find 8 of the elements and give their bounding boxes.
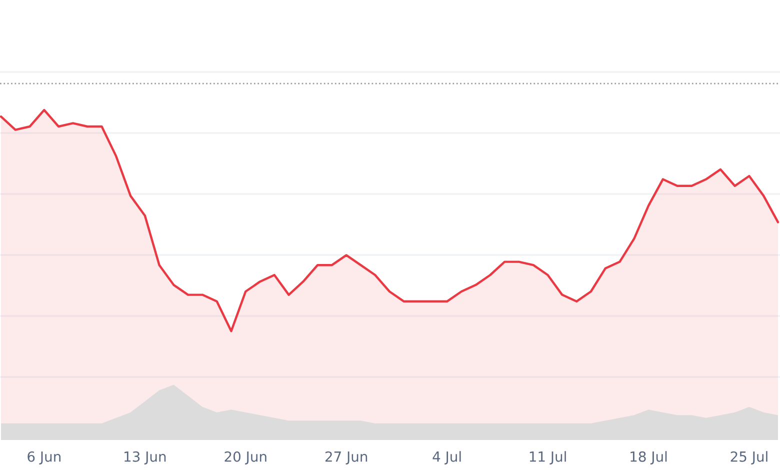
x-tick-label: 18 Jul xyxy=(630,451,667,464)
x-tick-label: 13 Jun xyxy=(124,451,166,464)
x-tick-label: 25 Jul xyxy=(730,451,768,464)
x-tick-label: 4 Jul xyxy=(432,451,461,464)
x-tick-label: 27 Jun xyxy=(325,451,368,464)
x-tick-label: 6 Jun xyxy=(28,451,60,464)
x-tick-label: 11 Jul xyxy=(530,451,566,464)
x-tick-label: 20 Jun xyxy=(224,451,266,464)
